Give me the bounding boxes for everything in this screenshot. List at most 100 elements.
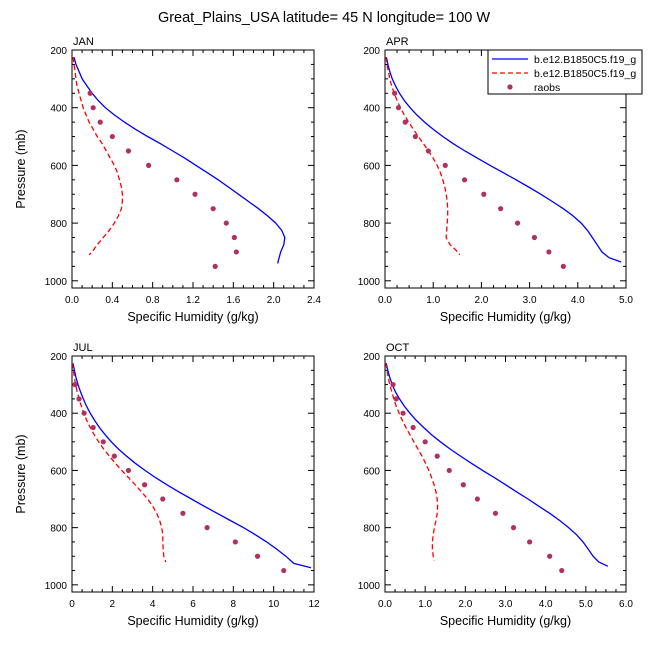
raob-point	[125, 467, 132, 474]
raob-point	[76, 396, 82, 402]
series-line-solid	[385, 57, 622, 263]
raob-point	[160, 496, 166, 502]
raob-point	[231, 234, 237, 241]
panel-label: JAN	[73, 36, 94, 48]
raob-point	[392, 90, 398, 96]
y-tick-label: 600	[363, 466, 380, 477]
x-tick-label: 4	[150, 599, 156, 610]
raob-point	[410, 424, 416, 431]
x-tick-label: 1.2	[186, 295, 200, 306]
raob-point	[514, 220, 521, 226]
raob-point	[546, 249, 552, 255]
series-line-solid	[72, 363, 312, 569]
figure-title: Great_Plains_USA latitude= 45 N longitud…	[158, 10, 490, 26]
x-tick-label: 8	[231, 599, 237, 610]
raob-point	[498, 206, 504, 212]
raob-point	[395, 105, 402, 111]
legend-label: raobs	[534, 82, 560, 94]
y-tick-label: 600	[50, 466, 67, 477]
raob-point	[402, 119, 408, 125]
series-line-solid	[73, 57, 286, 264]
y-tick-label: 200	[363, 46, 380, 57]
raob-point	[422, 439, 428, 445]
raob-point	[281, 567, 287, 574]
raob-point	[109, 133, 115, 140]
raob-point	[81, 410, 87, 416]
raob-point	[210, 206, 216, 212]
x-tick-label: 0.0	[378, 599, 392, 610]
raob-point	[254, 553, 261, 559]
raob-point	[547, 553, 553, 559]
x-tick-label: 2.0	[458, 599, 472, 610]
series-line-dashed	[71, 363, 167, 563]
y-tick-label: 1000	[358, 581, 381, 592]
raob-point	[460, 482, 466, 488]
raob-point	[481, 191, 487, 197]
plot-frame	[71, 355, 315, 593]
y-tick-label: 600	[363, 161, 380, 172]
legend-box	[487, 49, 643, 95]
raob-point	[233, 249, 239, 255]
plot-frame	[71, 49, 315, 289]
x-tick-label: 0.0	[378, 295, 392, 306]
x-tick-label: 2.4	[307, 295, 321, 306]
x-tick-label: 10	[268, 599, 280, 610]
x-tick-label: 1.0	[426, 295, 440, 306]
x-axis-label: Specific Humidity (g/kg)	[440, 614, 571, 628]
x-tick-label: 5.0	[619, 295, 633, 306]
x-axis-label: Specific Humidity (g/kg)	[440, 310, 571, 324]
raob-point	[446, 467, 452, 474]
y-tick-label: 1000	[358, 277, 381, 288]
raob-point	[442, 162, 448, 168]
raob-point	[100, 439, 106, 445]
raob-point	[474, 496, 480, 502]
raob-point	[232, 539, 238, 545]
x-tick-label: 2.0	[267, 295, 281, 306]
raob-point	[434, 453, 440, 459]
panel-label: JUL	[73, 342, 93, 354]
series-line-dashed	[385, 363, 439, 561]
raob-point	[111, 453, 117, 459]
x-axis-label: Specific Humidity (g/kg)	[127, 310, 258, 324]
x-tick-label: 6.0	[619, 599, 633, 610]
y-tick-label: 400	[363, 104, 380, 115]
x-axis-label: Specific Humidity (g/kg)	[127, 614, 258, 628]
y-tick-label: 1000	[45, 581, 68, 592]
raob-point	[212, 263, 218, 269]
raob-point	[192, 191, 198, 197]
raob-point	[531, 234, 538, 241]
panel-label: APR	[386, 36, 409, 48]
x-tick-label: 12	[308, 599, 320, 610]
y-tick-label: 400	[363, 409, 380, 420]
y-tick-label: 1000	[45, 277, 68, 288]
panel-oct: 0.0 1.0 2.0 3.0 4.0 5.0 6.0 200 400 600 800 1000 Spe…	[358, 342, 634, 628]
y-tick-label: 400	[50, 409, 67, 420]
y-tick-label: 200	[50, 46, 67, 57]
x-tick-label: 1.0	[418, 599, 432, 610]
raob-point	[461, 177, 468, 183]
series-line-solid	[385, 363, 609, 567]
raob-point	[400, 410, 406, 416]
x-tick-label: 3.0	[523, 295, 537, 306]
y-tick-label: 800	[363, 524, 380, 535]
y-tick-label: 400	[50, 104, 67, 115]
raob-point	[90, 105, 96, 111]
raob-point	[87, 90, 93, 96]
x-tick-label: 0	[69, 599, 75, 610]
raob-point	[560, 263, 566, 269]
plot-frame	[384, 355, 627, 593]
y-tick-label: 800	[50, 219, 67, 230]
x-tick-label: 4.0	[539, 599, 553, 610]
panel-label: OCT	[386, 342, 410, 354]
x-tick-label: 0.0	[65, 295, 79, 306]
x-tick-label: 6	[190, 599, 196, 610]
y-tick-label: 200	[363, 352, 380, 363]
raob-point	[174, 177, 180, 183]
panel-jan: 0.0 0.4 0.8 1.2 1.6 2.0 2.4 200 400 600 800 1000 Spe…	[14, 36, 321, 324]
y-tick-label: 600	[50, 161, 67, 172]
x-tick-label: 3.0	[499, 599, 513, 610]
raob-point	[527, 539, 533, 545]
x-tick-label: 1.6	[226, 295, 240, 306]
